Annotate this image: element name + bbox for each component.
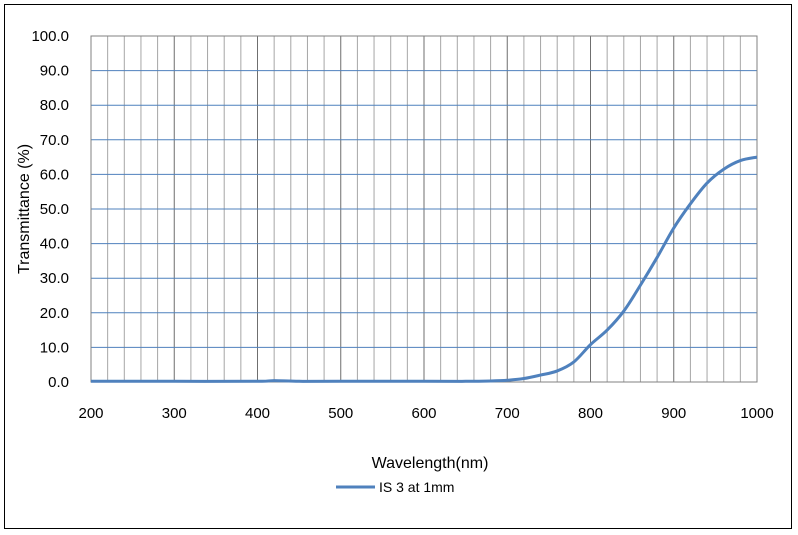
x-tick-label: 800 bbox=[578, 405, 603, 422]
y-tick-label: 50.0 bbox=[40, 201, 69, 218]
y-tick-label: 80.0 bbox=[40, 97, 69, 114]
x-tick-label: 300 bbox=[162, 405, 187, 422]
legend: IS 3 at 1mm bbox=[336, 479, 454, 495]
transmittance-chart: 0.0 10.0 20.0 30.0 40.0 50.0 60.0 70.0 80.0 90.0 1… bbox=[16, 28, 773, 495]
y-tick-label: 10.0 bbox=[40, 339, 69, 356]
x-tick-label: 900 bbox=[661, 405, 686, 422]
legend-entry: IS 3 at 1mm bbox=[379, 479, 454, 495]
x-tick-label: 1000 bbox=[740, 405, 773, 422]
x-tick-label: 400 bbox=[245, 405, 270, 422]
y-tick-label: 100.0 bbox=[31, 28, 69, 45]
x-tick-label: 600 bbox=[411, 405, 436, 422]
series-group bbox=[90, 155, 758, 383]
y-tick-label: 90.0 bbox=[40, 63, 69, 80]
y-tick-label: 20.0 bbox=[40, 305, 69, 322]
series-line bbox=[90, 155, 758, 383]
grid bbox=[91, 36, 757, 382]
x-tick-label: 700 bbox=[495, 405, 520, 422]
y-tick-label: 70.0 bbox=[40, 132, 69, 149]
x-axis-title: Wavelength(nm) bbox=[372, 455, 489, 472]
chart-frame: 0.0 10.0 20.0 30.0 40.0 50.0 60.0 70.0 80.0 90.0 1… bbox=[4, 4, 792, 529]
y-axis-title: Transmittance (%) bbox=[16, 144, 33, 274]
y-tick-label: 40.0 bbox=[40, 236, 69, 253]
y-tick-label: 30.0 bbox=[40, 270, 69, 287]
y-axis-tick-labels: 0.0 10.0 20.0 30.0 40.0 50.0 60.0 70.0 80.0 90.0 1… bbox=[31, 28, 69, 391]
x-axis-tick-labels: 200 300 400 500 600 700 800 900 1000 bbox=[78, 405, 773, 422]
y-tick-label: 60.0 bbox=[40, 166, 69, 183]
y-tick-label: 0.0 bbox=[48, 374, 69, 391]
x-tick-label: 200 bbox=[78, 405, 103, 422]
x-tick-label: 500 bbox=[328, 405, 353, 422]
